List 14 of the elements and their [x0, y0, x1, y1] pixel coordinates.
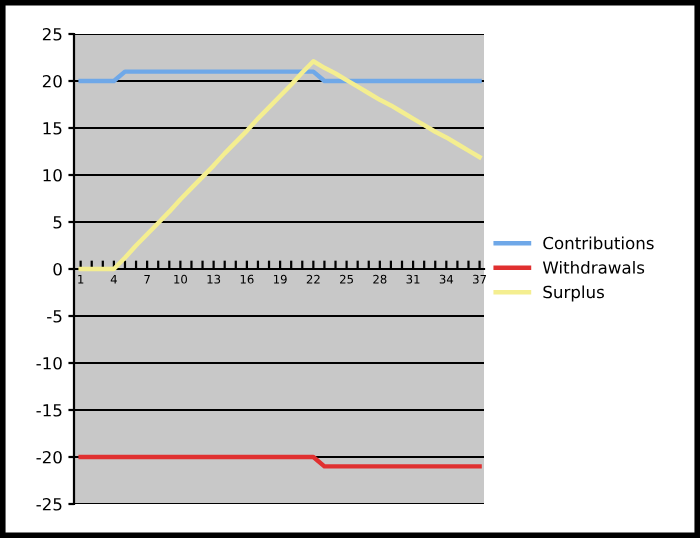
legend-label: Withdrawals	[542, 260, 645, 274]
y-tick-label: 20	[42, 74, 62, 88]
y-tick-label: -5	[47, 310, 62, 323]
y-tick-label: -20	[36, 450, 62, 464]
legend-label: Surplus	[543, 285, 604, 302]
y-tick-label: 0	[53, 262, 62, 276]
legend-label: Contributions	[543, 236, 654, 250]
y-tick-label: 5	[53, 216, 62, 229]
y-tick-label: 10	[43, 168, 62, 182]
y-tick-label: 15	[43, 122, 62, 135]
y-tick-label: -10	[36, 356, 62, 370]
y-tick-label: -15	[36, 404, 62, 417]
y-tick-label: -25	[36, 497, 62, 511]
y-tick-label: 25	[42, 27, 62, 41]
